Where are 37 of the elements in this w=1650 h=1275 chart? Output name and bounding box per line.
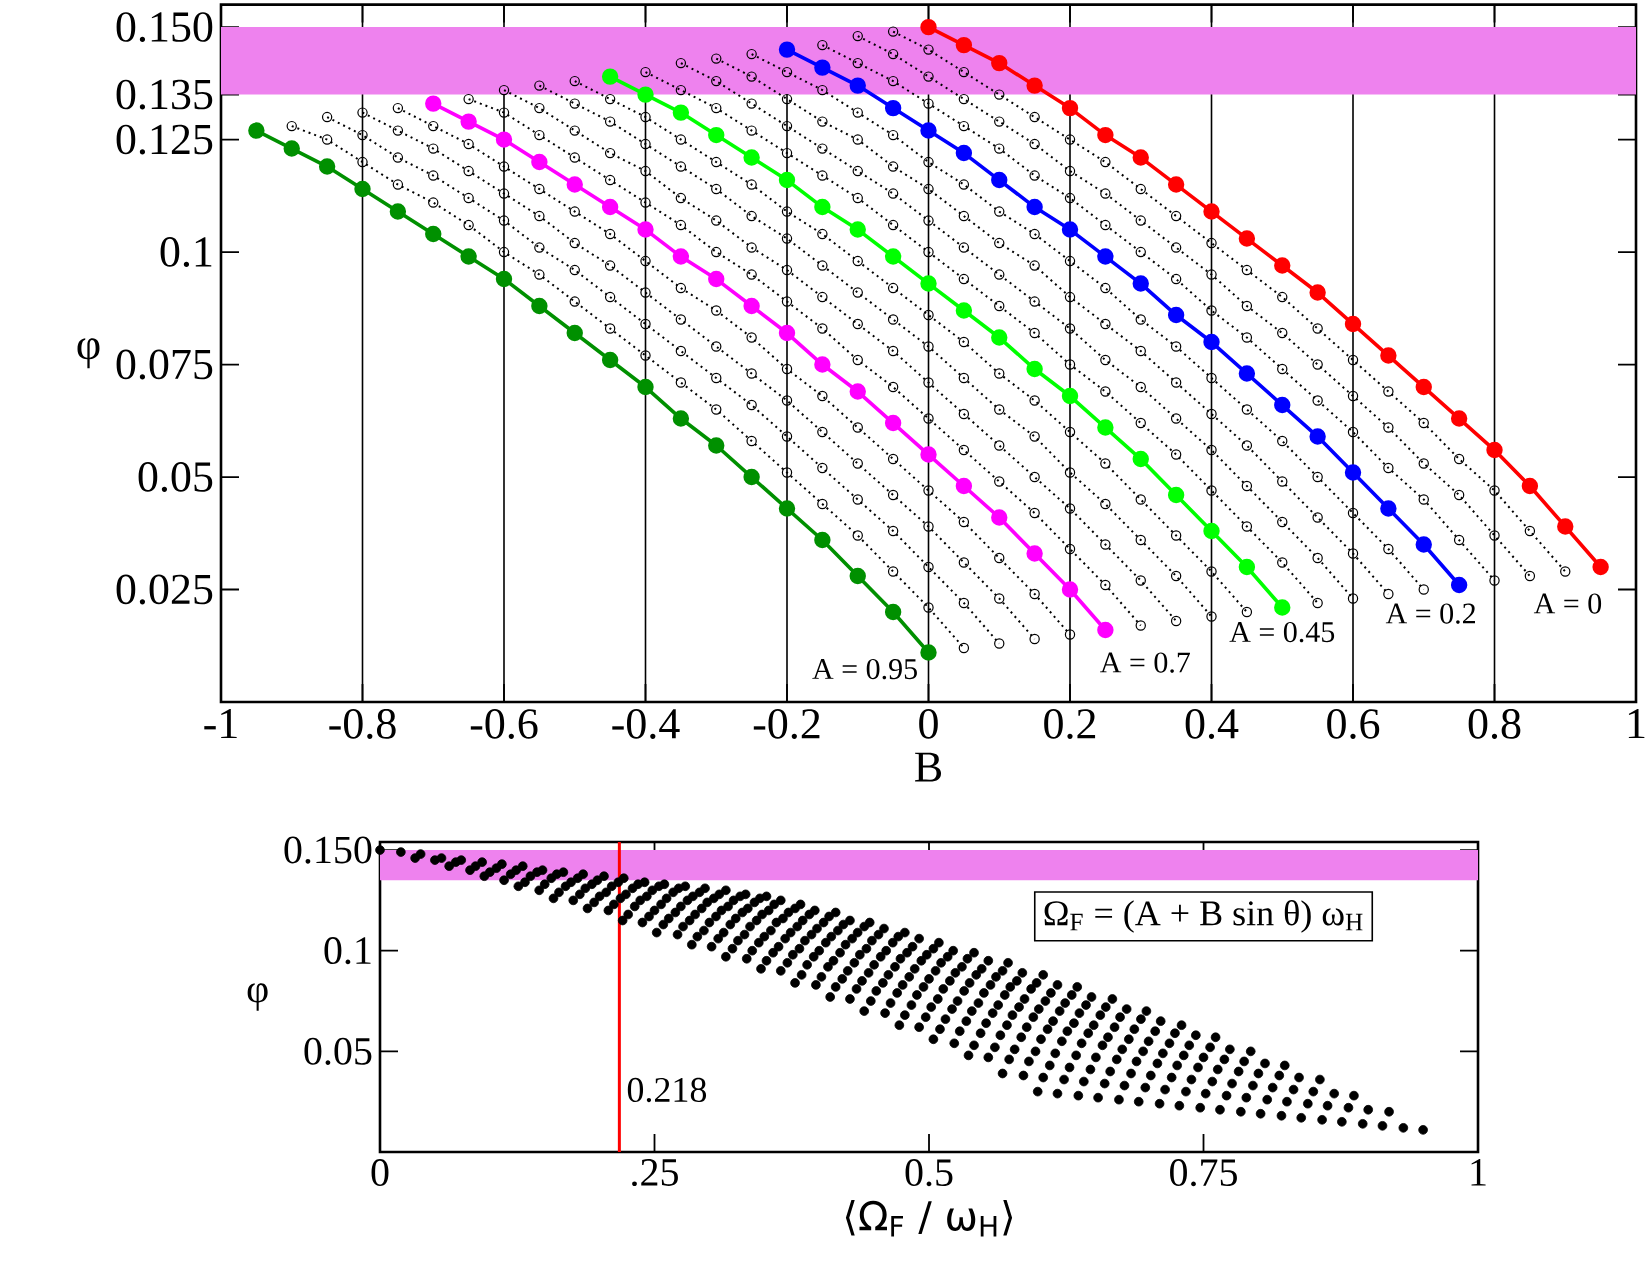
x-axis-title: ⟨Ω$_{F}$ / ω$_{H}$⟩ — [845, 1199, 1013, 1237]
y-tick-label: 0.150 — [116, 12, 213, 43]
y-tick-label: 0.05 — [138, 462, 213, 492]
x-tick-label: -0.8 — [329, 709, 396, 739]
x-tick-label: 1 — [1471, 1159, 1486, 1186]
y-axis-title: φ — [247, 983, 268, 1011]
y-tick-label: 0.150 — [284, 836, 372, 864]
x-tick-label: 0 — [371, 1159, 389, 1187]
annotation: A = 0.2 — [1385, 603, 1475, 624]
y-tick-label: 0.125 — [116, 124, 213, 155]
x-tick-label: -0.2 — [753, 709, 820, 739]
x-tick-label: 0 — [919, 709, 938, 739]
y-tick-label: 0.135 — [116, 79, 213, 110]
y-axis-title: φ — [77, 338, 100, 369]
ref-line-label: 0.218 — [627, 1077, 707, 1103]
x-tick-label: -1 — [204, 709, 237, 739]
annotation: A = 0 — [1533, 593, 1602, 614]
x-tick-label: 0.5 — [905, 1159, 953, 1187]
annotation: A = 0.45 — [1229, 621, 1335, 643]
x-tick-label: -0.4 — [612, 709, 680, 739]
y-tick-label: 0.1 — [160, 237, 212, 268]
x-tick-label: 0.6 — [1327, 709, 1380, 739]
y-tick-label: 0.1 — [324, 937, 371, 965]
y-tick-label: 0.025 — [116, 574, 213, 605]
x-tick-label: .25 — [632, 1159, 678, 1187]
x-tick-label: -0.6 — [470, 709, 538, 739]
x-tick-label: 0.8 — [1468, 709, 1521, 739]
annotation: A = 0.7 — [1100, 652, 1190, 673]
x-axis-title: B — [915, 752, 942, 782]
annotation: A = 0.95 — [812, 658, 917, 680]
x-tick-label: 1 — [1628, 709, 1645, 739]
x-tick-label: 0.4 — [1185, 709, 1239, 739]
y-tick-label: 0.075 — [116, 349, 213, 380]
y-tick-label: 0.05 — [304, 1037, 372, 1065]
x-tick-label: 0.2 — [1044, 709, 1096, 739]
x-tick-label: 0.75 — [1170, 1159, 1237, 1187]
annotation: Ω$_{F}$ = (A + B sin θ) ω$_{H}$ — [1044, 899, 1363, 933]
